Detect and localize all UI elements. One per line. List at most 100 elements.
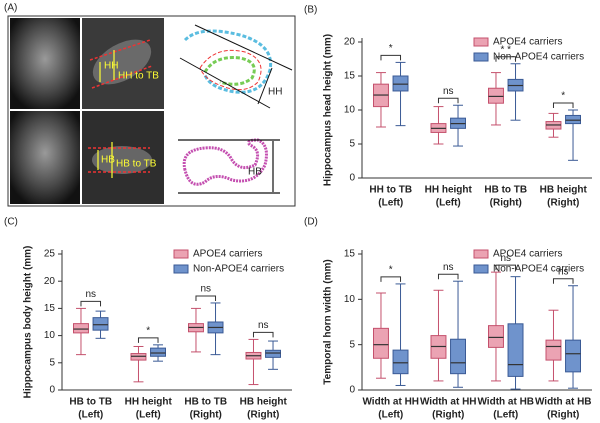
box (488, 87, 504, 104)
significance-label: * (146, 325, 150, 336)
significance-label: ns (443, 86, 454, 97)
y-axis-label: Hippocampus head height (mm) (323, 34, 334, 186)
panel-a: (A) HH HH to TB HB HB to TB HH (4, 3, 296, 207)
box (73, 323, 89, 334)
significance-bracket (195, 295, 217, 301)
segmentation-head (183, 29, 273, 94)
panel-frame (7, 15, 296, 207)
box (392, 349, 409, 375)
y-tick-label: 20 (344, 37, 356, 48)
x-tick-label: (Left) (378, 410, 403, 421)
x-tick-label: Width at HB (535, 397, 592, 408)
significance-bracket (380, 54, 402, 61)
significance-label: ns (258, 320, 269, 331)
mri-image (10, 18, 80, 109)
significance-bracket (495, 56, 517, 62)
legend-label: Non-APOE4 carriers (493, 264, 584, 275)
y-tick-label: 10 (44, 330, 56, 341)
box (150, 347, 167, 357)
x-tick-label: HH height (425, 185, 473, 196)
y-axis-label: Hippocampus body height (mm) (23, 246, 34, 399)
y-tick-label: 15 (344, 249, 356, 260)
x-tick-label: HB height (540, 185, 588, 196)
legend-swatch (473, 249, 489, 259)
significance-bracket (552, 102, 574, 108)
significance-bracket (437, 273, 459, 280)
image-label: HH to TB (118, 71, 159, 82)
box (265, 349, 281, 358)
x-tick-label: Width at HH (420, 397, 477, 408)
legend-swatch (473, 52, 489, 62)
body-lines (178, 139, 280, 194)
significance-bracket (380, 276, 402, 282)
legend-swatch (173, 249, 189, 259)
x-tick-label: HB to TB (69, 397, 112, 408)
yellow-arrows (97, 50, 115, 178)
segmentation-body (182, 138, 268, 186)
significance-bracket (552, 278, 574, 284)
y-axis-label: Temporal horn width (mm) (323, 259, 334, 384)
y-tick-label: 5 (349, 139, 355, 150)
legend-label: Non-APOE4 carriers (193, 264, 284, 275)
x-tick-label: HB to TB (184, 397, 227, 408)
y-tick-label: 25 (44, 249, 56, 260)
box (373, 327, 389, 359)
box (450, 338, 466, 375)
y-tick-label: 15 (344, 71, 356, 82)
x-tick-label: HH height (125, 397, 173, 408)
measure-lines (88, 39, 153, 173)
x-tick-label: HH to TB (369, 185, 412, 196)
y-tick-label: 10 (344, 105, 356, 116)
box (565, 114, 581, 125)
image-label: HH (104, 61, 118, 72)
significance-bracket (252, 331, 274, 338)
panel-label: (D) (304, 217, 318, 228)
box (507, 323, 524, 377)
significance-label: * (389, 265, 393, 276)
panel-label: (A) (4, 3, 17, 14)
significance-label: ns (200, 284, 211, 295)
mri-image (10, 111, 80, 204)
box (565, 339, 581, 373)
image-label: HB to TB (116, 159, 157, 170)
significance-label: ns (443, 262, 454, 273)
panel-label: (B) (304, 5, 317, 16)
y-tick-label: 0 (49, 385, 55, 396)
legend-swatch (473, 264, 489, 274)
legend-label: Non-APOE4 carriers (493, 52, 584, 63)
x-tick-label: (Left) (136, 410, 161, 421)
y-tick-label: 5 (349, 339, 355, 350)
y-tick-label: 0 (349, 173, 355, 184)
x-tick-label: (Right) (490, 198, 522, 209)
significance-bracket (80, 300, 102, 307)
significance-label: ns (558, 266, 569, 277)
panel-label: (C) (4, 217, 18, 228)
legend-label: APOE4 carriers (193, 249, 262, 260)
x-tick-label: HB to TB (484, 185, 527, 196)
diagram-label: HB (248, 167, 262, 178)
head-lines (179, 24, 293, 109)
x-tick-label: Width at HH (362, 397, 419, 408)
legend-swatch (173, 264, 189, 274)
y-tick-label: 10 (344, 294, 356, 305)
x-tick-label: (Right) (547, 410, 579, 421)
x-tick-label: (Right) (190, 410, 222, 421)
x-tick-label: (Left) (78, 410, 103, 421)
x-tick-label: (Right) (547, 198, 579, 209)
legend-swatch (473, 37, 489, 47)
y-tick-label: 15 (44, 303, 56, 314)
significance-bracket (437, 97, 459, 104)
legend-label: APOE4 carriers (493, 37, 562, 48)
significance-label: * (561, 91, 565, 102)
significance-label: * (389, 43, 393, 54)
y-tick-label: 0 (349, 385, 355, 396)
x-tick-label: (Left) (436, 198, 461, 209)
box (92, 317, 109, 331)
box (392, 75, 409, 92)
x-tick-label: Width at HB (477, 397, 534, 408)
hippocampus (92, 39, 152, 85)
significance-bracket (137, 337, 159, 343)
significance-label: * * (500, 44, 511, 55)
significance-bracket (495, 264, 517, 271)
significance-label: ns (500, 253, 511, 264)
